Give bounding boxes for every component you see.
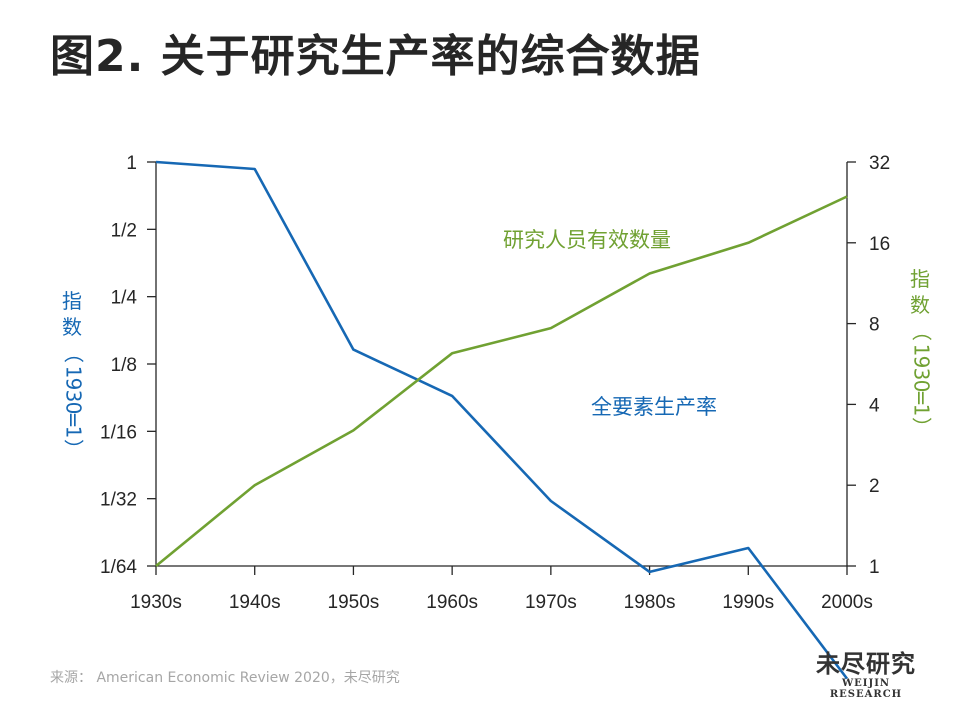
right-axis-label: 指数（1930=1） [910,267,934,437]
logo-text-cn: 未尽研究 [816,649,916,678]
axis-label-char: 0 [910,380,934,393]
chart-lines [155,160,849,680]
axis-label-char: （ [910,321,934,341]
axis-label-char: 1 [62,426,86,439]
right-tick-label: 8 [869,315,880,336]
source-note: 来源： American Economic Review 2020，未尽研究 [50,670,400,686]
left-tick-label: 1/16 [100,422,137,443]
axis-label-char: 3 [62,390,86,403]
left-tick-label: 1 [126,153,137,174]
axis-label-char: ） [62,439,86,459]
x-tick-label: 1970s [525,592,577,613]
x-tick-label: 1930s [130,592,182,613]
x-tick-label: 1950s [328,592,380,613]
series-label-tfp: 全要素生产率 [591,395,717,419]
axis-label-char: 数 [910,293,930,317]
x-tick-label: 1990s [722,592,774,613]
axis-label-char: 1 [62,366,86,379]
series-line [155,195,848,568]
axis-label-char: 指 [910,267,930,291]
axis-label-char: （ [62,343,86,363]
x-tick-label: 1980s [624,592,676,613]
x-tick-label: 2000s [821,592,873,613]
left-axis-label: 指数（1930=1） [62,289,86,459]
axis-label-char: 0 [62,402,86,415]
left-tick-label: 1/64 [100,557,137,578]
x-tick-label: 1940s [229,592,281,613]
right-tick-label: 32 [869,153,890,174]
series-line [155,160,849,680]
axis-label-char: 1 [910,344,934,357]
axis-label-char: 指 [62,289,82,313]
axis-label-char: 数 [62,315,82,339]
right-tick-label: 4 [869,395,880,416]
x-tick-label: 1960s [426,592,478,613]
chart-ticks: 1 1/2 1/4 1/8 1/16 1/32 1/64 32 16 8 4 2 1 1930s 1940s… [100,153,890,613]
axis-label-char: = [910,390,934,407]
axis-label-char: 3 [910,368,934,381]
left-tick-label: 1/8 [111,355,137,376]
brand-logo: 未尽研究 WEIJIN RESEARCH [806,649,926,701]
axis-label-char: 9 [910,356,934,369]
axis-label-char: 9 [62,378,86,391]
right-tick-label: 1 [869,557,880,578]
chart-axes [155,162,848,567]
left-tick-label: 1/32 [100,490,137,511]
logo-text-en: WEIJIN RESEARCH [829,678,903,700]
series-label-researchers: 研究人员有效数量 [503,228,671,252]
left-tick-label: 1/2 [111,220,137,241]
axis-label-char: = [62,412,86,429]
right-tick-label: 16 [869,234,890,255]
left-tick-label: 1/4 [111,288,138,309]
axis-label-char: ） [910,417,934,437]
right-tick-label: 2 [869,476,880,497]
page-title: 图2. 关于研究生产率的综合数据 [50,31,701,82]
axis-label-char: 1 [910,404,934,417]
